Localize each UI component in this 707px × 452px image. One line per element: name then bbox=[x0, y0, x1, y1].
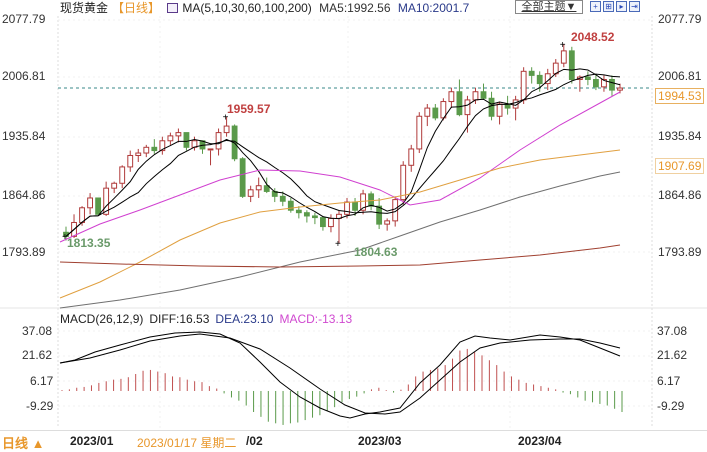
left-price-tick: 1793.89 bbox=[2, 245, 46, 259]
diff-value: DIFF:16.53 bbox=[149, 312, 210, 326]
right-price-tick: 2077.79 bbox=[658, 12, 702, 26]
go-end-icon[interactable]: ⇥ bbox=[629, 1, 640, 12]
right-price-tick: 2006.81 bbox=[658, 69, 702, 83]
current-price-tag: 1994.53 bbox=[655, 88, 705, 104]
ma5-value: MA5:1992.56 bbox=[319, 1, 391, 15]
left-price-tick: 1864.86 bbox=[2, 188, 46, 202]
high-annotation: 1959.57 bbox=[227, 102, 271, 116]
macd-left-tick: 6.17 bbox=[30, 374, 54, 388]
month-tick: 2023/03 bbox=[358, 434, 402, 448]
macd-params-label[interactable]: MACD(26,12,9) bbox=[60, 312, 144, 326]
right-price-tick: 1864.86 bbox=[658, 188, 702, 202]
svg-text:+: + bbox=[335, 239, 341, 250]
right-price-tick: 1935.84 bbox=[658, 129, 702, 143]
month-tick: 2023/01 bbox=[70, 434, 114, 448]
crosshair-icon[interactable]: + bbox=[590, 1, 601, 12]
chart-header: 现货黄金 【日线】 MA(5,10,30,60,100,200) MA5:1992… bbox=[60, 1, 473, 15]
ma-params-label[interactable]: MA(5,10,30,60,100,200) bbox=[182, 1, 312, 15]
svg-text:+: + bbox=[560, 40, 566, 51]
macd-right-tick: 6.17 bbox=[657, 374, 681, 388]
cursor-date-label: 2023/01/17 星期二 bbox=[137, 434, 237, 451]
month-tick: 2023/04 bbox=[518, 434, 562, 448]
ma-chart-icon[interactable] bbox=[167, 3, 179, 13]
ma10-value: MA10:2001.7 bbox=[397, 1, 470, 15]
macd-right-tick: 21.62 bbox=[657, 348, 688, 362]
macd-header: MACD(26,12,9) DIFF:16.53 DEA:23.10 MACD:-13… bbox=[60, 312, 358, 326]
dea-value: DEA:23.10 bbox=[215, 312, 274, 326]
macd-right-tick: -9.29 bbox=[657, 399, 685, 413]
left-price-tick: 2077.79 bbox=[2, 12, 46, 26]
macd-left-tick: 21.62 bbox=[22, 348, 53, 362]
low-annotation: 1813.35 bbox=[67, 236, 111, 250]
low-annotation: 1804.63 bbox=[354, 245, 398, 259]
right-price-tick: 1793.89 bbox=[658, 245, 702, 259]
time-axis-bar: 日线 ▲ 2023/01 /02 2023/03 2023/04 2023/01… bbox=[0, 430, 707, 451]
period-label[interactable]: 【日线】 bbox=[112, 1, 161, 15]
svg-text:+: + bbox=[223, 113, 229, 124]
month-tick: /02 bbox=[246, 434, 263, 448]
theme-select-button[interactable]: 全部主题▼ bbox=[515, 0, 583, 14]
period-toggle-button[interactable]: 日线 ▲ bbox=[2, 436, 45, 451]
left-price-tick: 2006.81 bbox=[2, 69, 46, 83]
play-bars-icon[interactable]: ▸ bbox=[616, 1, 627, 12]
svg-text:+: + bbox=[62, 232, 68, 243]
instrument-title: 现货黄金 bbox=[60, 1, 109, 15]
macd-value: MACD:-13.13 bbox=[279, 312, 353, 326]
left-price-tick: 1935.84 bbox=[2, 129, 46, 143]
zoom-in-bars-icon[interactable]: ⊞ bbox=[603, 1, 614, 12]
ma60-price-tag: 1907.69 bbox=[655, 158, 705, 174]
macd-right-tick: 37.08 bbox=[657, 324, 688, 338]
high-annotation: 2048.52 bbox=[571, 30, 615, 44]
macd-left-tick: -9.29 bbox=[26, 399, 54, 413]
macd-left-tick: 37.08 bbox=[22, 324, 53, 338]
